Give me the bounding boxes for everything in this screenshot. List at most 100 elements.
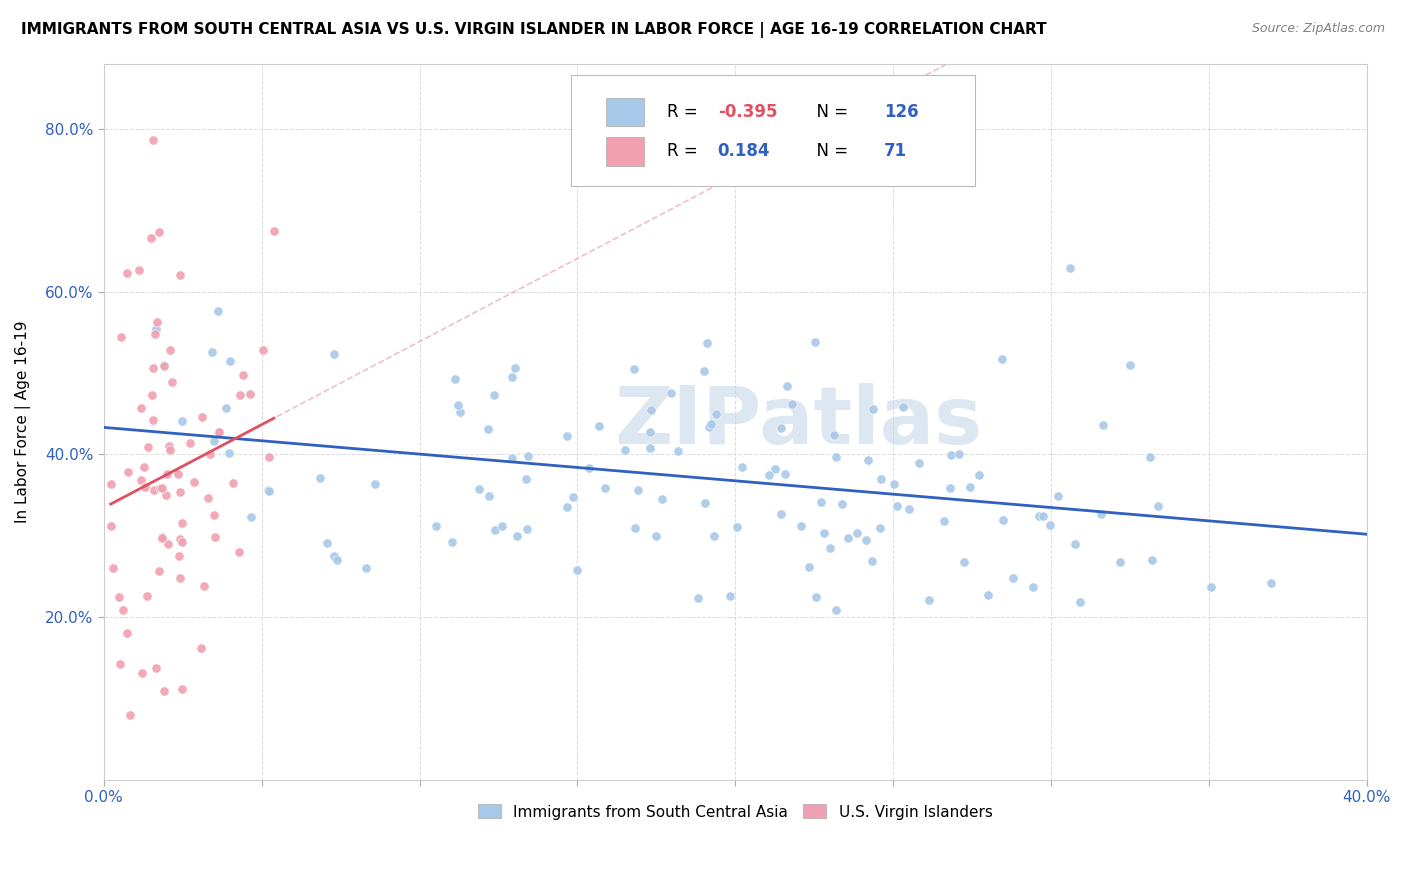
Point bbox=[651, 492, 673, 507]
Point bbox=[918, 593, 941, 607]
Point bbox=[208, 425, 231, 440]
Point bbox=[148, 225, 170, 239]
Point bbox=[862, 402, 884, 417]
Point bbox=[891, 400, 914, 414]
Point bbox=[806, 590, 828, 604]
Point bbox=[790, 519, 813, 533]
Point bbox=[1119, 358, 1142, 372]
Point bbox=[763, 461, 786, 475]
Point bbox=[159, 443, 181, 458]
Point bbox=[855, 533, 877, 548]
Point bbox=[870, 472, 893, 486]
Point bbox=[477, 422, 499, 436]
Point bbox=[229, 388, 252, 402]
Point bbox=[107, 591, 129, 605]
Point bbox=[704, 407, 727, 421]
Legend: Immigrants from South Central Asia, U.S. Virgin Islanders: Immigrants from South Central Asia, U.S.… bbox=[472, 798, 998, 826]
Point bbox=[218, 446, 240, 460]
Point bbox=[860, 554, 883, 568]
Point bbox=[170, 516, 193, 530]
Point bbox=[562, 490, 585, 504]
Point bbox=[638, 442, 661, 456]
Point bbox=[825, 450, 848, 465]
Point bbox=[150, 530, 173, 544]
Point bbox=[1199, 580, 1222, 594]
Point bbox=[846, 526, 869, 541]
Point bbox=[478, 489, 501, 503]
Point bbox=[141, 388, 163, 402]
Point bbox=[659, 386, 682, 401]
Point bbox=[718, 589, 741, 603]
Point bbox=[1064, 536, 1087, 550]
Point bbox=[886, 499, 908, 513]
Point bbox=[129, 401, 152, 416]
Point bbox=[447, 399, 470, 413]
Text: 71: 71 bbox=[884, 143, 907, 161]
Point bbox=[1047, 489, 1070, 503]
Point bbox=[170, 414, 193, 428]
FancyBboxPatch shape bbox=[571, 75, 976, 186]
Point bbox=[623, 362, 645, 376]
Point bbox=[991, 514, 1014, 528]
Point bbox=[697, 420, 720, 434]
Point bbox=[506, 529, 529, 543]
Point bbox=[731, 459, 754, 474]
Point bbox=[190, 641, 212, 656]
Point bbox=[155, 488, 177, 502]
Point bbox=[128, 263, 150, 277]
Point bbox=[699, 417, 721, 432]
Point bbox=[758, 468, 780, 483]
Point bbox=[111, 603, 134, 617]
Point bbox=[666, 443, 689, 458]
Point bbox=[425, 518, 447, 533]
Point bbox=[1039, 518, 1062, 533]
Point bbox=[204, 530, 226, 544]
Text: IMMIGRANTS FROM SOUTH CENTRAL ASIA VS U.S. VIRGIN ISLANDER IN LABOR FORCE | AGE : IMMIGRANTS FROM SOUTH CENTRAL ASIA VS U.… bbox=[21, 22, 1046, 38]
Point bbox=[810, 495, 832, 509]
Point bbox=[108, 657, 131, 671]
Point bbox=[145, 322, 167, 336]
Point bbox=[640, 402, 662, 417]
Point bbox=[131, 665, 153, 680]
Point bbox=[118, 707, 141, 722]
Point bbox=[222, 476, 245, 491]
Point bbox=[468, 482, 491, 496]
Point bbox=[501, 450, 523, 465]
Point bbox=[515, 472, 537, 486]
Point bbox=[824, 603, 846, 617]
Point bbox=[1001, 571, 1024, 585]
Text: ZIPatlas: ZIPatlas bbox=[614, 383, 983, 461]
Point bbox=[938, 481, 960, 495]
Point bbox=[115, 625, 138, 640]
Point bbox=[134, 480, 156, 494]
Point bbox=[898, 502, 921, 516]
Point bbox=[110, 329, 132, 343]
Point bbox=[207, 304, 229, 318]
Point bbox=[614, 442, 637, 457]
Point bbox=[131, 473, 153, 487]
Point bbox=[103, 561, 125, 575]
Point bbox=[170, 535, 193, 549]
Text: -0.395: -0.395 bbox=[717, 103, 778, 121]
Point bbox=[259, 450, 281, 464]
Point bbox=[117, 266, 139, 280]
Point bbox=[491, 519, 513, 533]
Point bbox=[198, 447, 221, 461]
Point bbox=[150, 531, 173, 545]
Point bbox=[149, 481, 172, 495]
Point bbox=[315, 536, 337, 550]
Point bbox=[1059, 260, 1081, 275]
Point bbox=[239, 386, 262, 401]
Point bbox=[638, 425, 661, 440]
Point bbox=[354, 560, 377, 574]
Point bbox=[100, 477, 122, 491]
Point bbox=[1028, 508, 1050, 523]
Point bbox=[157, 439, 180, 453]
Point bbox=[143, 326, 166, 341]
Point bbox=[565, 563, 588, 577]
Point bbox=[215, 401, 238, 415]
Point bbox=[969, 468, 991, 483]
Point bbox=[770, 420, 793, 434]
Point bbox=[773, 467, 796, 482]
Point bbox=[169, 571, 191, 585]
